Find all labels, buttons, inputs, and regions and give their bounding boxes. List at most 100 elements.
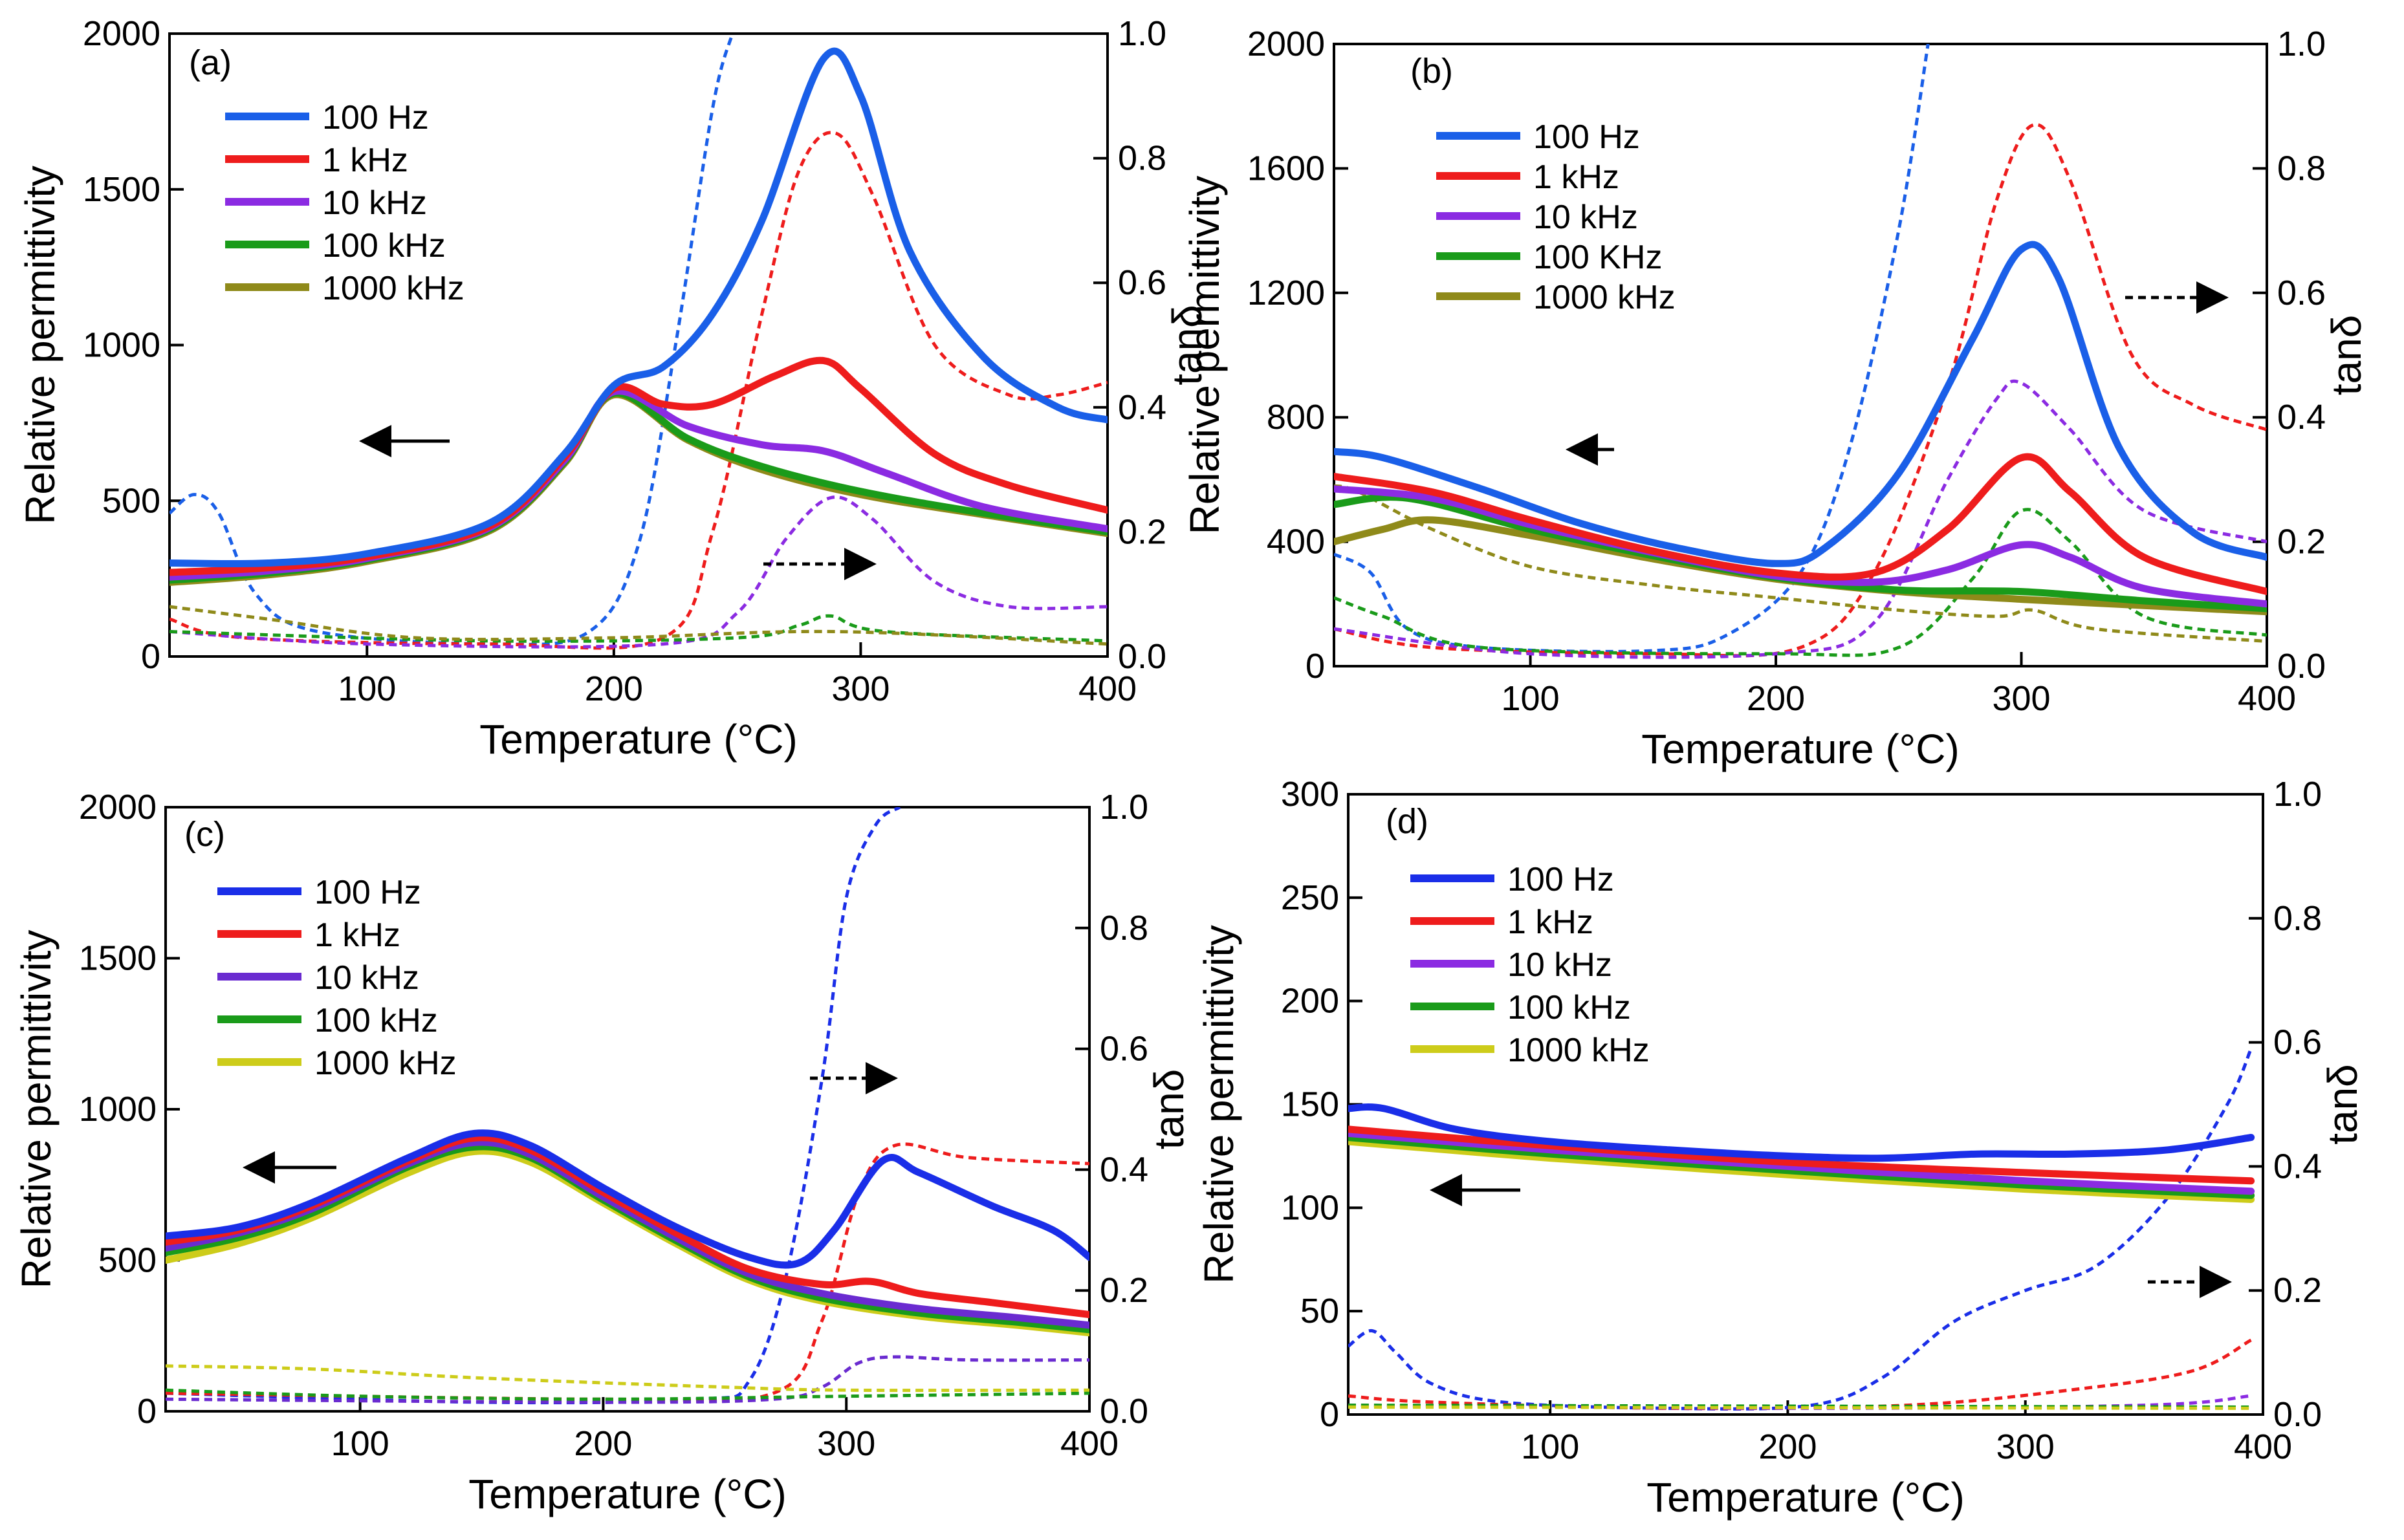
legend-label: 1000 kHz bbox=[314, 1045, 457, 1082]
x-tick-label: 400 bbox=[2238, 679, 2296, 718]
y2-tick-label: 0.8 bbox=[1118, 139, 1166, 178]
y2-tick-label: 0.6 bbox=[1118, 263, 1166, 302]
tand-line-100-hz bbox=[1348, 1048, 2253, 1411]
y-tick-label: 0 bbox=[1320, 1395, 1339, 1434]
y2-tick-label: 0.8 bbox=[2277, 149, 2326, 188]
y-tick-label: 1600 bbox=[1247, 149, 1325, 188]
legend-label: 100 Hz bbox=[314, 874, 421, 911]
y-tick-label: 150 bbox=[1281, 1085, 1339, 1124]
y2-axis-label: tanδ bbox=[2323, 315, 2370, 396]
tand-line-10-khz bbox=[1334, 379, 2267, 659]
y2-tick-label: 0.8 bbox=[1100, 909, 1148, 948]
y2-tick-label: 0.6 bbox=[2277, 274, 2326, 312]
permittivity-line-100-hz bbox=[166, 1129, 1089, 1269]
tand-line-10-khz bbox=[166, 1355, 1089, 1404]
permittivity-line-1-khz bbox=[1334, 453, 2267, 596]
y-tick-label: 500 bbox=[102, 481, 160, 520]
permittivity-line-100-khz bbox=[166, 1143, 1089, 1334]
tand-line-1-khz bbox=[169, 131, 1108, 650]
y2-axis-label: tanδ bbox=[1146, 1069, 1192, 1150]
y2-tick-label: 0.2 bbox=[2277, 523, 2326, 561]
tand-line-100-hz bbox=[169, 34, 734, 646]
permittivity-line-100-hz bbox=[1348, 1103, 2255, 1162]
y2-tick-label: 0.2 bbox=[2273, 1271, 2322, 1310]
plot-area bbox=[169, 34, 1108, 650]
legend-label: 1 kHz bbox=[1507, 904, 1593, 941]
legend: 100 Hz 1 kHz 10 kHz 100 kHz 1000 kHz bbox=[1410, 861, 1650, 1069]
legend-label: 10 kHz bbox=[1533, 199, 1638, 236]
x-tick-label: 200 bbox=[1747, 679, 1805, 718]
y-tick-label: 2000 bbox=[1247, 25, 1325, 63]
permittivity-line-1000-khz bbox=[169, 391, 1108, 586]
y-tick-label: 800 bbox=[1267, 398, 1325, 437]
plot-area bbox=[1348, 1048, 2255, 1411]
y2-tick-label: 0.4 bbox=[1118, 388, 1166, 427]
x-tick-label: 100 bbox=[1502, 679, 1560, 718]
y2-tick-label: 0.4 bbox=[2273, 1147, 2322, 1186]
tand-line-100-khz bbox=[169, 614, 1108, 643]
legend-label: 10 kHz bbox=[314, 959, 419, 997]
legend-label: 1 kHz bbox=[1533, 158, 1619, 196]
legend: 100 Hz 1 kHz 10 kHz 100 kHz 1000 kHz bbox=[217, 874, 457, 1082]
y2-tick-label: 0.2 bbox=[1118, 512, 1166, 551]
permittivity-line-100-khz bbox=[1334, 493, 2267, 613]
legend-label: 100 KHz bbox=[1533, 239, 1662, 276]
x-tick-label: 400 bbox=[2234, 1427, 2292, 1466]
tand-line-1-khz bbox=[1348, 1338, 2252, 1411]
x-tick-label: 300 bbox=[817, 1424, 875, 1463]
permittivity-line-100-hz bbox=[169, 47, 1108, 568]
y-tick-label: 50 bbox=[1300, 1292, 1339, 1330]
y-tick-label: 1000 bbox=[79, 1090, 157, 1129]
y2-tick-label: 0.0 bbox=[2273, 1395, 2322, 1434]
x-tick-label: 100 bbox=[338, 669, 396, 708]
panel-label: (d) bbox=[1386, 802, 1428, 841]
plot-frame bbox=[1333, 43, 2268, 667]
legend-label: 100 Hz bbox=[1533, 118, 1640, 156]
legend-label: 100 kHz bbox=[1507, 989, 1631, 1026]
panel-d: 100 200 300 400 0 50 100 150 200 250 300 0.0 0.2 0.4 0… bbox=[1196, 775, 2366, 1521]
x-tick-label: 300 bbox=[1996, 1427, 2055, 1466]
y-tick-label: 400 bbox=[1267, 523, 1325, 561]
y-tick-label: 1500 bbox=[83, 170, 160, 209]
y2-tick-label: 1.0 bbox=[1118, 14, 1166, 53]
legend-label: 1 kHz bbox=[322, 142, 408, 179]
x-axis-label: Temperature (°C) bbox=[1646, 1474, 1965, 1521]
y-tick-label: 1000 bbox=[83, 326, 160, 365]
y2-axis-label: tanδ bbox=[1164, 305, 1210, 385]
permittivity-line-100-hz bbox=[1334, 241, 2267, 567]
legend-label: 100 kHz bbox=[314, 1002, 438, 1039]
y-axis-label: Relative permittivity bbox=[17, 166, 63, 525]
y-tick-label: 2000 bbox=[83, 14, 160, 53]
plot-area bbox=[1334, 44, 2267, 659]
tand-line-1-khz bbox=[166, 1142, 1089, 1403]
x-tick-label: 400 bbox=[1060, 1424, 1119, 1463]
y-tick-label: 100 bbox=[1281, 1188, 1339, 1227]
y2-tick-label: 1.0 bbox=[2277, 25, 2326, 63]
y-tick-label: 250 bbox=[1281, 878, 1339, 917]
panel-label: (a) bbox=[189, 43, 232, 82]
y2-tick-label: 0.0 bbox=[1100, 1392, 1148, 1431]
legend-label: 10 kHz bbox=[322, 184, 427, 222]
tand-line-1000-khz bbox=[1334, 484, 2267, 643]
x-tick-label: 200 bbox=[1758, 1427, 1817, 1466]
legend-label: 1000 kHz bbox=[1533, 279, 1676, 316]
legend-label: 100 kHz bbox=[322, 227, 446, 265]
y-axis-label: Relative permittivity bbox=[1181, 176, 1228, 535]
y-tick-label: 0 bbox=[137, 1392, 157, 1431]
legend: 100 Hz 1 kHz 10 kHz 100 kHz 1000 kHz bbox=[225, 99, 464, 307]
legend-label: 100 Hz bbox=[322, 99, 429, 136]
y2-tick-label: 0.4 bbox=[1100, 1150, 1148, 1189]
x-tick-label: 100 bbox=[1521, 1427, 1579, 1466]
y2-axis-label: tanδ bbox=[2319, 1064, 2366, 1145]
y-tick-label: 1200 bbox=[1247, 274, 1325, 312]
y-axis-label: Relative permittivity bbox=[1196, 925, 1242, 1284]
legend-label: 1 kHz bbox=[314, 916, 400, 954]
panel-a: 100 200 300 400 0 500 1000 1500 2000 0.0 0.2 0.4 0.6… bbox=[17, 14, 1210, 763]
permittivity-line-1-khz bbox=[1348, 1125, 2255, 1185]
x-axis-label: Temperature (°C) bbox=[479, 716, 798, 763]
panel-b: 100 200 300 400 0 400 800 1200 1600 2000 0.0 0.2 0.4… bbox=[1181, 25, 2370, 772]
y2-tick-label: 0.6 bbox=[2273, 1023, 2322, 1062]
x-tick-label: 100 bbox=[331, 1424, 389, 1463]
y-tick-label: 1500 bbox=[79, 939, 157, 978]
y-axis-label: Relative permittivity bbox=[13, 930, 60, 1289]
